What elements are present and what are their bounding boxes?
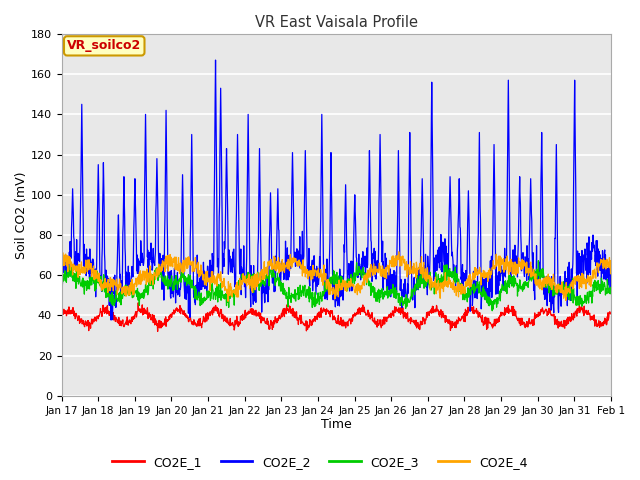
CO2E_3: [100, 284, 108, 290]
Line: CO2E_1: CO2E_1: [61, 303, 611, 332]
CO2E_1: [313, 313, 321, 319]
CO2E_1: [371, 320, 379, 326]
CO2E_2: [123, 271, 131, 277]
Legend: CO2E_1, CO2E_2, CO2E_3, CO2E_4: CO2E_1, CO2E_2, CO2E_3, CO2E_4: [108, 451, 532, 474]
CO2E_1: [154, 329, 161, 335]
Line: CO2E_4: CO2E_4: [61, 252, 611, 301]
Y-axis label: Soil CO2 (mV): Soil CO2 (mV): [15, 171, 28, 259]
CO2E_3: [534, 258, 542, 264]
CO2E_4: [224, 299, 232, 304]
CO2E_1: [134, 300, 142, 306]
CO2E_1: [607, 311, 615, 317]
CO2E_4: [371, 267, 378, 273]
CO2E_3: [291, 293, 298, 299]
CO2E_4: [395, 249, 403, 255]
CO2E_3: [58, 276, 65, 282]
Line: CO2E_3: CO2E_3: [61, 261, 611, 311]
CO2E_2: [212, 57, 220, 63]
CO2E_2: [292, 264, 300, 269]
CO2E_4: [312, 273, 320, 278]
CO2E_2: [108, 317, 115, 323]
CO2E_3: [302, 295, 310, 300]
X-axis label: Time: Time: [321, 419, 351, 432]
CO2E_3: [312, 297, 320, 303]
CO2E_4: [607, 267, 615, 273]
CO2E_2: [58, 279, 65, 285]
Line: CO2E_2: CO2E_2: [61, 60, 611, 320]
CO2E_3: [488, 308, 496, 313]
CO2E_2: [371, 249, 379, 254]
CO2E_2: [100, 204, 108, 210]
CO2E_4: [303, 271, 310, 276]
CO2E_4: [123, 289, 131, 295]
CO2E_4: [291, 256, 299, 262]
CO2E_3: [123, 282, 131, 288]
CO2E_3: [607, 286, 615, 292]
CO2E_1: [123, 317, 131, 323]
CO2E_1: [303, 319, 310, 325]
CO2E_2: [313, 264, 321, 269]
CO2E_1: [100, 308, 108, 313]
Title: VR East Vaisala Profile: VR East Vaisala Profile: [255, 15, 418, 30]
CO2E_2: [607, 288, 615, 293]
CO2E_3: [371, 295, 378, 300]
CO2E_4: [58, 266, 65, 272]
CO2E_1: [58, 312, 65, 317]
CO2E_1: [292, 315, 300, 321]
Text: VR_soilco2: VR_soilco2: [67, 39, 141, 52]
CO2E_4: [100, 283, 108, 288]
CO2E_2: [303, 248, 310, 253]
